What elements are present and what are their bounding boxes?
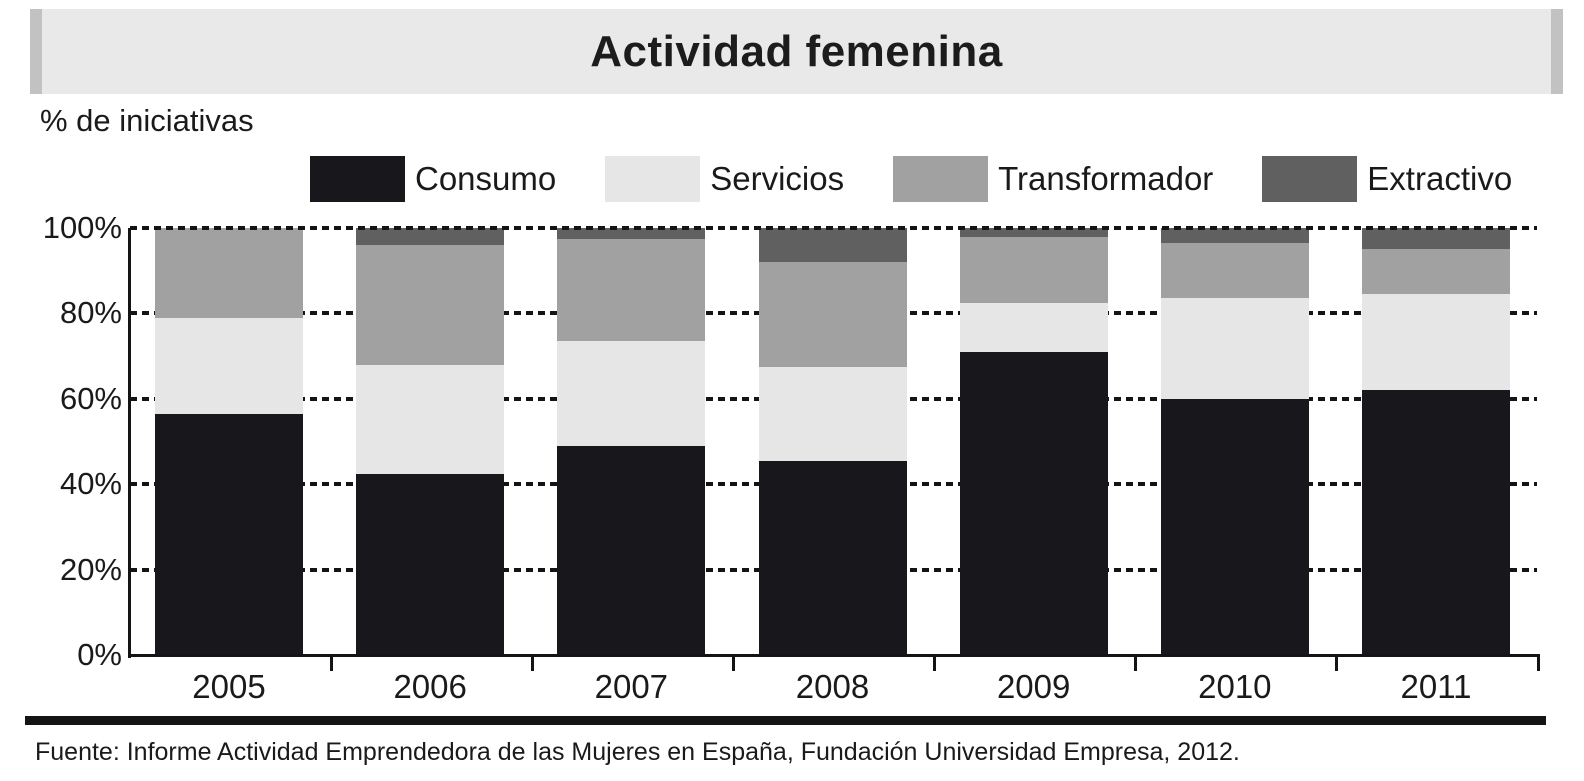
segment-2006-transformador: [356, 245, 505, 365]
ytick-label-40: 40%: [59, 466, 122, 502]
x-axis-tick: [1537, 654, 1540, 671]
legend-swatch-transformador: [893, 156, 989, 202]
segment-2006-extractivo: [356, 228, 505, 246]
bar-2006: [356, 228, 505, 655]
legend-item-extractivo: Extractivo: [1262, 156, 1512, 202]
segment-2010-servicios: [1160, 298, 1309, 399]
ytick-label-60: 60%: [59, 380, 122, 416]
banner-right-edge: [1551, 9, 1563, 94]
chart-legend: Consumo Servicios Transformador Extractivo: [310, 156, 1512, 202]
bar-2009: [959, 228, 1108, 655]
legend-swatch-servicios: [605, 156, 701, 202]
segment-2011-consumo: [1362, 390, 1510, 655]
segment-2006-servicios: [356, 364, 505, 474]
y-axis-line: [128, 228, 131, 658]
segment-2007-extractivo: [557, 228, 706, 239]
legend-item-consumo: Consumo: [310, 156, 556, 202]
bar-2008: [758, 228, 907, 655]
segment-2005-consumo: [155, 413, 303, 655]
segment-2008-transformador: [758, 262, 907, 367]
legend-label: Transformador: [998, 160, 1214, 197]
segment-2010-extractivo: [1160, 228, 1309, 243]
segment-2007-consumo: [557, 445, 706, 655]
segment-2008-extractivo: [758, 228, 907, 263]
xtick-label-2005: 2005: [192, 668, 266, 705]
legend-swatch-extractivo: [1262, 156, 1358, 202]
x-axis-tick: [530, 654, 534, 671]
segment-2010-consumo: [1160, 398, 1309, 655]
legend-item-servicios: Servicios: [605, 156, 844, 202]
plot-area: [130, 226, 1537, 655]
segment-2009-consumo: [959, 351, 1108, 655]
ytick-label-20: 20%: [59, 551, 122, 587]
bar-2007: [557, 228, 706, 655]
segment-2011-servicios: [1362, 294, 1510, 391]
x-axis-tick: [329, 654, 333, 671]
x-axis-tick: [731, 654, 735, 671]
footer-rule: [25, 716, 1546, 725]
xtick-label-2008: 2008: [795, 668, 870, 705]
legend-swatch-consumo: [310, 156, 405, 202]
segment-2007-servicios: [557, 341, 706, 446]
bar-2010: [1160, 228, 1309, 655]
legend-label: Consumo: [415, 160, 557, 197]
xtick-label-2009: 2009: [996, 668, 1071, 705]
x-axis-line: [128, 654, 1540, 657]
segment-2009-servicios: [959, 302, 1108, 352]
xtick-label-2006: 2006: [393, 668, 467, 705]
xtick-label-2007: 2007: [594, 668, 669, 705]
bar-2011: [1362, 228, 1510, 655]
segment-2009-transformador: [959, 236, 1108, 303]
segment-2009-extractivo: [959, 228, 1108, 237]
chart-title: Actividad femenina: [590, 26, 1003, 76]
ytick-label-0: 0%: [77, 637, 122, 672]
source-note: Fuente: Informe Actividad Emprendedora d…: [35, 738, 1240, 766]
segment-2005-transformador: [155, 228, 303, 318]
segment-2006-consumo: [356, 473, 505, 655]
segment-2010-transformador: [1160, 242, 1309, 299]
segment-2008-servicios: [758, 366, 907, 461]
legend-label: Extractivo: [1367, 160, 1513, 197]
x-axis-tick: [933, 654, 937, 671]
segment-2008-consumo: [758, 460, 907, 655]
segment-2005-servicios: [155, 317, 303, 414]
banner-left-edge: [30, 9, 42, 94]
xtick-label-2011: 2011: [1400, 668, 1472, 705]
bar-2005: [155, 228, 303, 655]
legend-item-transformador: Transformador: [893, 156, 1213, 202]
x-axis-tick: [1335, 654, 1339, 671]
title-banner: Actividad femenina: [30, 9, 1563, 94]
xtick-label-2010: 2010: [1198, 668, 1272, 705]
ytick-label-80: 80%: [59, 295, 122, 331]
gridline-100: [130, 226, 1537, 230]
segment-2011-transformador: [1362, 249, 1510, 295]
segment-2011-extractivo: [1362, 228, 1510, 250]
ytick-label-100: 100%: [42, 210, 122, 245]
legend-label: Servicios: [710, 160, 845, 197]
x-axis-tick: [1134, 654, 1138, 671]
y-axis-caption: % de iniciativas: [40, 103, 254, 138]
segment-2007-transformador: [557, 238, 706, 342]
